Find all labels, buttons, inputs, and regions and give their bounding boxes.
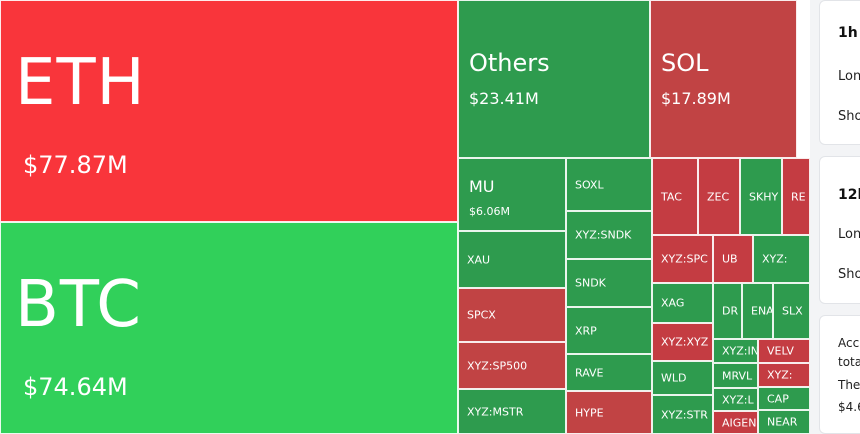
summary-card: Acc tota The $4.6: [819, 315, 860, 434]
tile-symbol: HYPE: [575, 406, 604, 419]
tile-zec[interactable]: ZEC: [698, 158, 740, 235]
tile-xyz-l[interactable]: XYZ:L: [713, 388, 758, 411]
tile-symbol: BTC: [15, 268, 142, 342]
tile-symbol: XRP: [575, 324, 597, 337]
tile-xyz-spc[interactable]: XYZ:SPC: [652, 235, 713, 283]
tile-xyz-xyz[interactable]: XYZ:XYZ: [652, 323, 713, 361]
tile-hype[interactable]: HYPE: [566, 391, 652, 434]
tile-symbol: RE: [791, 190, 806, 203]
tile-value: $17.89M: [661, 89, 731, 108]
tile-rave[interactable]: RAVE: [566, 354, 652, 391]
tile-symbol: MRVL: [722, 369, 753, 382]
tile-xyz[interactable]: XYZ:: [753, 235, 810, 283]
tile-xyz-sp500[interactable]: XYZ:SP500: [458, 342, 566, 389]
long-label: Lon: [838, 69, 860, 84]
tile-symbol: XYZ:STR: [661, 408, 708, 421]
tile-symbol: XYZ:SPC: [661, 252, 708, 266]
tile-cap[interactable]: CAP: [758, 387, 810, 410]
tile-sol[interactable]: SOL $17.89M: [650, 0, 797, 158]
tile-symbol: SOL: [661, 49, 709, 77]
tile-symbol: WLD: [661, 371, 687, 385]
tile-soxl[interactable]: SOXL: [566, 158, 652, 211]
tile-symbol: ENA: [751, 304, 773, 318]
tile-symbol: Others: [469, 49, 550, 77]
tile-symbol: SKHY: [749, 190, 779, 203]
tile-eth[interactable]: ETH $77.87M: [0, 0, 458, 222]
tile-symbol: XAU: [467, 253, 491, 266]
tile-mrvl[interactable]: MRVL: [713, 363, 758, 388]
tile-xyz-in[interactable]: XYZ:IN: [713, 339, 758, 363]
long-label: Lon: [838, 227, 860, 242]
tile-wld[interactable]: WLD: [652, 361, 713, 395]
tile-value: $77.87M: [23, 151, 128, 179]
summary-line: Acc: [838, 336, 860, 350]
tile-value: $23.41M: [469, 89, 539, 108]
tile-symbol: ZEC: [707, 190, 730, 203]
tile-symbol: SPCX: [467, 308, 496, 322]
tile-symbol: XYZ:L: [722, 393, 754, 406]
tile-symbol: XYZ:: [767, 368, 793, 382]
tile-symbol: DR: [722, 304, 739, 318]
short-label: Sho: [838, 267, 860, 282]
timeframe-card-12h: 12h Lon Sho: [819, 156, 860, 304]
tile-symbol: NEAR: [767, 415, 798, 429]
tile-symbol: XYZ:MSTR: [467, 405, 524, 418]
tile-symbol: TAC: [661, 190, 682, 203]
tile-symbol: RAVE: [575, 366, 604, 379]
tile-symbol: XYZ:XYZ: [661, 335, 709, 349]
tile-value: $74.64M: [23, 373, 128, 401]
tile-skhy[interactable]: SKHY: [740, 158, 782, 235]
tile-ub[interactable]: UB: [713, 235, 753, 283]
liquidation-treemap: ETH $77.87M BTC $74.64M Others $23.41M SOL $17.…: [0, 0, 810, 434]
tile-aigen[interactable]: AIGEN: [713, 411, 758, 434]
stats-sidebar: 1h Lon Sho 12h Lon Sho Acc tota The $4.6: [810, 0, 860, 434]
tile-symbol: CAP: [767, 392, 789, 405]
tile-xrp[interactable]: XRP: [566, 307, 652, 354]
tile-sndk[interactable]: SNDK: [566, 259, 652, 307]
tile-near[interactable]: NEAR: [758, 410, 810, 434]
tile-symbol: MU: [469, 177, 495, 196]
tile-mu[interactable]: MU $6.06M: [458, 158, 566, 231]
tile-xag[interactable]: XAG: [652, 283, 713, 323]
tile-xyz-mstr[interactable]: XYZ:MSTR: [458, 389, 566, 434]
card-period: 1h: [838, 25, 858, 41]
tile-symbol: UB: [722, 252, 738, 266]
timeframe-card-1h: 1h Lon Sho: [819, 0, 860, 145]
tile-xyz-sndk[interactable]: XYZ:SNDK: [566, 211, 652, 259]
tile-ena[interactable]: ENA: [742, 283, 773, 339]
tile-symbol: XYZ:SP500: [467, 359, 528, 372]
tile-btc[interactable]: BTC $74.64M: [0, 222, 458, 434]
tile-xau[interactable]: XAU: [458, 231, 566, 288]
short-label: Sho: [838, 109, 860, 124]
tile-xyz[interactable]: XYZ:: [758, 363, 810, 387]
tile-re[interactable]: RE: [782, 158, 810, 235]
tile-spcx[interactable]: SPCX: [458, 288, 566, 342]
tile-symbol: VELV: [767, 344, 794, 358]
tile-value: $6.06M: [469, 205, 510, 218]
tile-others[interactable]: Others $23.41M: [458, 0, 650, 158]
tile-symbol: SLX: [782, 304, 803, 318]
tile-dr[interactable]: DR: [713, 283, 742, 339]
tile-symbol: XYZ:SNDK: [575, 228, 632, 242]
tile-symbol: SNDK: [575, 276, 606, 290]
tile-symbol: XYZ:: [762, 252, 788, 266]
tile-symbol: ETH: [15, 46, 146, 120]
tile-symbol: XYZ:IN: [722, 344, 758, 358]
tile-symbol: SOXL: [575, 178, 604, 191]
card-period: 12h: [838, 187, 860, 203]
tile-symbol: XAG: [661, 296, 685, 310]
tile-slx[interactable]: SLX: [773, 283, 810, 339]
tile-tac[interactable]: TAC: [652, 158, 698, 235]
tile-velv[interactable]: VELV: [758, 339, 810, 363]
tile-symbol: AIGEN: [722, 416, 757, 429]
tile-xyz-str[interactable]: XYZ:STR: [652, 395, 713, 434]
summary-line: The: [838, 378, 860, 392]
summary-line: tota: [838, 355, 860, 369]
summary-line: $4.6: [838, 400, 860, 414]
